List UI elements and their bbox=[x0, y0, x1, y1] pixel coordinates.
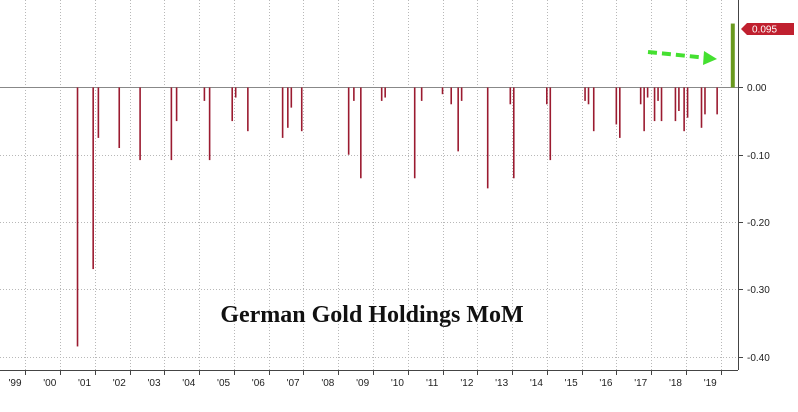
bar bbox=[76, 87, 79, 347]
bar bbox=[247, 87, 249, 132]
x-tick-label: '19 bbox=[704, 378, 717, 389]
bar bbox=[92, 87, 94, 270]
bar bbox=[584, 87, 586, 101]
bar bbox=[657, 87, 659, 101]
bar bbox=[460, 87, 463, 101]
x-axis: '99 '00 '01 '02 '03 '04 '05 '06 '07 '08 '09 '10 '11 '… bbox=[8, 370, 722, 389]
x-tick-label: '99 bbox=[8, 378, 21, 389]
plot-area bbox=[0, 0, 738, 370]
bar bbox=[97, 87, 100, 138]
bar bbox=[700, 87, 703, 128]
bar bbox=[512, 87, 515, 179]
bar bbox=[441, 87, 444, 95]
bar bbox=[678, 87, 680, 111]
x-tick-label: '10 bbox=[391, 378, 404, 389]
x-tick-label: '12 bbox=[460, 378, 473, 389]
bar bbox=[509, 87, 512, 105]
last-value-badge: 0.095 bbox=[741, 23, 794, 36]
bar bbox=[234, 87, 237, 98]
x-tick-label: '13 bbox=[495, 378, 508, 389]
bar bbox=[281, 87, 284, 138]
bar bbox=[287, 87, 289, 128]
y-axis: 0.00 -0.10 -0.20 -0.30 -0.40 bbox=[738, 83, 770, 364]
bar bbox=[170, 87, 173, 161]
bar bbox=[587, 87, 590, 105]
bar bbox=[549, 87, 552, 161]
bar bbox=[353, 87, 355, 101]
x-tick-label: '15 bbox=[565, 378, 578, 389]
bar bbox=[360, 87, 362, 179]
bar bbox=[457, 87, 459, 152]
bar bbox=[660, 87, 663, 122]
y-tick-label: 0.00 bbox=[747, 83, 767, 94]
bar bbox=[646, 87, 649, 98]
bar bbox=[704, 87, 706, 115]
bar bbox=[643, 87, 645, 132]
bar bbox=[208, 87, 211, 161]
y-tick-label: -0.10 bbox=[747, 151, 770, 162]
x-tick-label: '18 bbox=[669, 378, 682, 389]
bar bbox=[683, 87, 685, 132]
bars bbox=[76, 23, 735, 347]
x-tick-label: '16 bbox=[599, 378, 612, 389]
x-tick-label: '11 bbox=[426, 378, 439, 389]
x-tick-label: '04 bbox=[182, 378, 195, 389]
x-tick-label: '03 bbox=[148, 378, 161, 389]
bar bbox=[175, 87, 178, 122]
y-tick-label: -0.40 bbox=[747, 353, 770, 364]
x-tick-label: '08 bbox=[321, 378, 334, 389]
x-tick-label: '17 bbox=[634, 378, 647, 389]
y-tick-label: -0.30 bbox=[747, 285, 770, 296]
x-tick-label: '05 bbox=[217, 378, 230, 389]
bar bbox=[592, 87, 595, 132]
x-tick-label: '09 bbox=[356, 378, 369, 389]
x-tick-label: '14 bbox=[530, 378, 543, 389]
grid bbox=[0, 0, 738, 370]
bar bbox=[486, 87, 489, 189]
bar bbox=[420, 87, 423, 101]
x-tick-label: '00 bbox=[43, 378, 56, 389]
bar bbox=[347, 87, 350, 155]
bar bbox=[615, 87, 618, 125]
bar bbox=[413, 87, 416, 179]
bar bbox=[686, 87, 689, 118]
bar bbox=[546, 87, 548, 105]
bar bbox=[674, 87, 677, 122]
bar bbox=[639, 87, 642, 105]
bar bbox=[118, 87, 121, 148]
bar bbox=[384, 87, 386, 98]
bar bbox=[450, 87, 453, 105]
bar bbox=[619, 87, 621, 138]
x-tick-label: '02 bbox=[113, 378, 126, 389]
x-tick-label: '07 bbox=[287, 378, 300, 389]
bar bbox=[139, 87, 141, 161]
bar bbox=[653, 87, 656, 122]
last-value-label: 0.095 bbox=[752, 25, 777, 36]
bar bbox=[203, 87, 206, 101]
annotation-arrow bbox=[647, 50, 717, 65]
x-tick-label: '06 bbox=[252, 378, 265, 389]
bar bbox=[231, 87, 234, 122]
bar bbox=[716, 87, 718, 115]
bar bbox=[380, 87, 383, 101]
y-tick-label: -0.20 bbox=[747, 218, 770, 229]
bar bbox=[290, 87, 293, 108]
chart-title: German Gold Holdings MoM bbox=[220, 302, 523, 328]
x-tick-label: '01 bbox=[78, 378, 91, 389]
bar bbox=[300, 87, 303, 132]
bar bbox=[730, 23, 735, 88]
